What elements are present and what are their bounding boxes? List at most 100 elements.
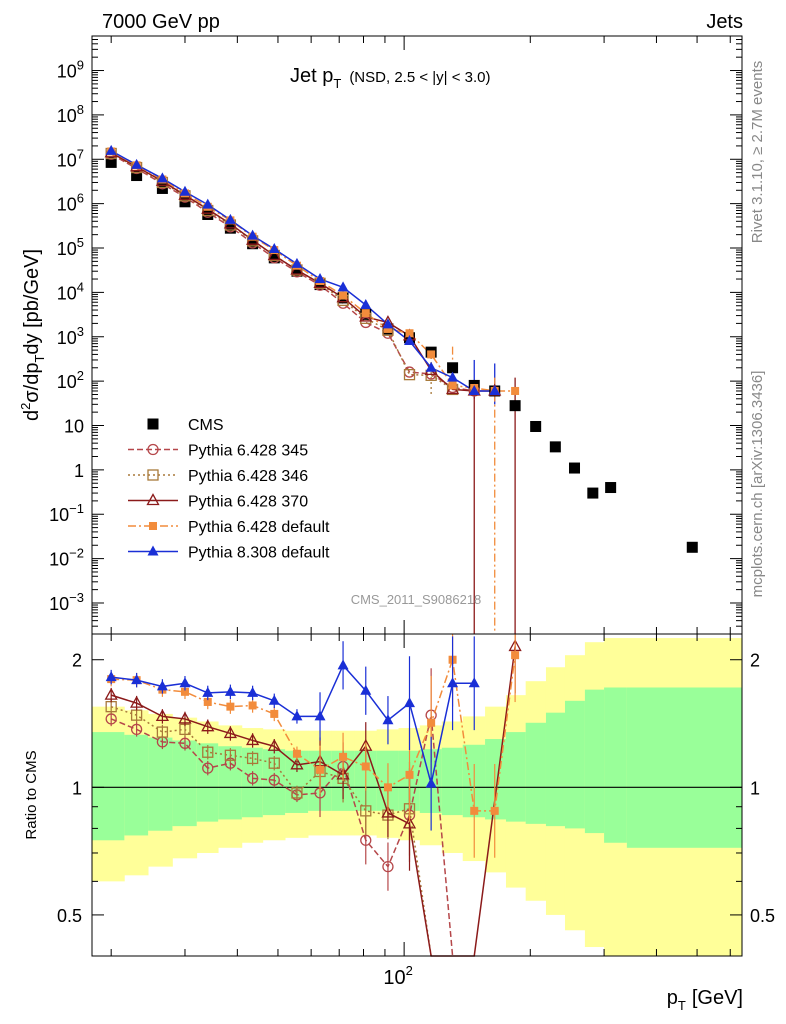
- ratio-y-tick-label: 1: [72, 778, 82, 798]
- point-P8def: [291, 257, 303, 268]
- ratio-point-P346: [202, 746, 214, 758]
- series-line-P370: [110, 152, 495, 392]
- legend-entry-P370: Pythia 6.428 370: [128, 493, 308, 511]
- ratio-point-P370: [402, 816, 417, 829]
- y-tick-exp: 4: [77, 279, 84, 294]
- point-P370: [267, 248, 281, 261]
- inner-band-bin: [584, 689, 605, 834]
- y-tick-exp: −3: [69, 590, 84, 605]
- point-P6def: [383, 324, 392, 333]
- x-tick-base: 10: [383, 967, 405, 989]
- point-P6def: [427, 350, 436, 359]
- xlabel-rest: [GeV]: [692, 987, 743, 1009]
- ratio-point-P6def: [405, 770, 414, 779]
- ratio-point-P370: [246, 733, 260, 746]
- point-P8def: [404, 335, 416, 346]
- ratio-point-P6def: [226, 702, 235, 711]
- ratio-point-P6def: [180, 687, 189, 696]
- ratio-point-P6def: [339, 752, 348, 761]
- xlabel-main: p: [667, 987, 678, 1009]
- inner-band-bin: [604, 687, 628, 843]
- point-CMS: [587, 487, 599, 499]
- point-P346: [403, 368, 416, 381]
- y-tick-base: 10: [57, 195, 77, 215]
- legend-marker: [147, 418, 159, 430]
- y-tick-exp: 6: [77, 191, 84, 206]
- legend-label: Pythia 6.428 370: [188, 494, 308, 511]
- ratio-point-P8def: [202, 686, 214, 697]
- title-rest: (NSD, 2.5 < |y| < 3.0): [349, 69, 490, 86]
- main-plot-area: [104, 144, 698, 634]
- plot-title: Jet pT (NSD, 2.5 < |y| < 3.0): [290, 65, 491, 91]
- legend-marker: [146, 493, 160, 506]
- point-CMS: [530, 420, 542, 432]
- point-P8def: [156, 172, 168, 183]
- y-tick-base: 10: [49, 550, 69, 570]
- y-tick-base: 10: [57, 372, 77, 392]
- legend-label: Pythia 8.308 default: [188, 545, 330, 562]
- ratio-point-P8def: [360, 684, 372, 695]
- y-tick-label: 102: [57, 368, 84, 392]
- point-CMS: [105, 156, 117, 168]
- y-tick-label: 10−3: [49, 590, 84, 614]
- y-tick-exp: 7: [77, 146, 84, 161]
- ratio-y-tick-label-right: 0.5: [750, 906, 775, 926]
- legend-label: Pythia 6.428 default: [188, 519, 330, 536]
- ratio-point-P8def: [425, 777, 437, 788]
- ratio-point-P370: [290, 757, 304, 770]
- ratio-point-P370: [381, 805, 395, 818]
- ratio-point-P8def: [382, 714, 394, 725]
- point-P8def: [202, 198, 214, 209]
- ratio-point-P8def: [337, 659, 349, 670]
- y-tick-label: 10−1: [49, 501, 84, 525]
- y-tick-base: 10: [57, 106, 77, 126]
- ratio-panel-frame: [91, 633, 743, 957]
- inner-band-bin: [441, 747, 464, 816]
- y-tick-base: 10: [57, 62, 77, 82]
- ylabel-sigma: σ/dp: [21, 363, 43, 403]
- ratio-point-P370: [155, 709, 169, 722]
- point-P8def: [247, 229, 259, 240]
- title-sub: T: [333, 76, 341, 91]
- inner-band-bin: [148, 737, 173, 831]
- ratio-point-P346: [224, 749, 237, 761]
- y-tick-label: 109: [57, 58, 84, 82]
- point-CMS: [202, 208, 214, 220]
- point-P6def: [511, 386, 520, 395]
- point-P8def: [425, 361, 437, 372]
- legend-entry-P345: Pythia 6.428 345: [128, 443, 308, 460]
- y-tick-label: 10−2: [49, 546, 84, 570]
- y-tick-label: 103: [57, 324, 84, 348]
- ratio-point-P370: [223, 726, 237, 739]
- ylabel-T: T: [32, 355, 47, 363]
- y-tick-exp: 8: [77, 102, 84, 117]
- ratio-y-tick-label-right: 2: [750, 651, 760, 671]
- point-P6def: [448, 381, 457, 390]
- y-tick-base: 10: [57, 150, 77, 170]
- point-P8def: [360, 298, 372, 309]
- ratio-point-P8def: [247, 686, 259, 697]
- ratio-point-P6def: [511, 651, 520, 660]
- ratio-point-P6def: [383, 783, 392, 792]
- y-tick-exp: −2: [69, 546, 84, 561]
- point-CMS: [447, 362, 459, 374]
- ylabel-d: d: [21, 410, 43, 421]
- y-tick-label: 107: [57, 146, 84, 170]
- y-tick-label: 1: [74, 461, 84, 481]
- ratio-point-P8def: [179, 677, 191, 688]
- ratio-line-P345: [110, 714, 454, 957]
- legend-marker: [147, 545, 159, 556]
- main-y-label: d2σ/dpTdy [pb/GeV]: [18, 249, 47, 421]
- ratio-point-P8def: [314, 710, 326, 721]
- ratio-plot-area: [92, 634, 742, 957]
- ratio-point-P345: [360, 834, 372, 846]
- ratio-y-tick-label-right: 1: [750, 778, 760, 798]
- y-tick-base: 10: [49, 594, 69, 614]
- ratio-point-P345: [268, 774, 280, 786]
- ratio-point-P370: [178, 711, 192, 724]
- y-tick-label: 108: [57, 102, 84, 126]
- ratio-point-P370: [104, 687, 118, 700]
- ratio-point-P6def: [203, 697, 212, 706]
